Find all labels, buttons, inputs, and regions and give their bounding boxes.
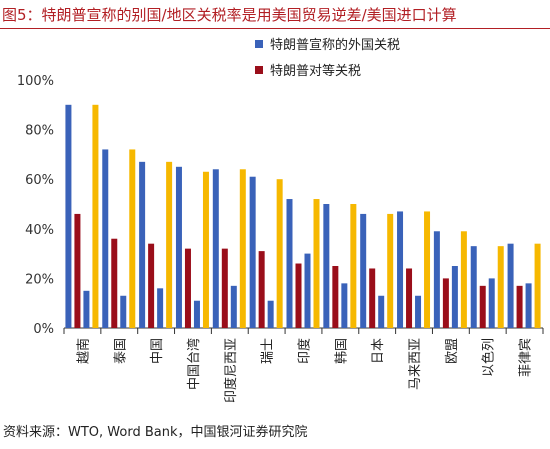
bar <box>488 278 495 328</box>
bar <box>212 169 219 328</box>
bar <box>65 104 72 328</box>
bar <box>148 243 155 328</box>
x-tick-label: 马来西亚 <box>408 338 423 390</box>
x-tick-label: 泰国 <box>113 338 128 364</box>
bar <box>341 283 348 328</box>
x-tick-label: 韩国 <box>334 338 349 364</box>
bar <box>102 149 109 328</box>
y-tick-label: 80% <box>25 124 54 139</box>
x-tick-label: 印度 <box>297 338 313 364</box>
chart-title: 图5：特朗普宣称的别国/地区关税率是用美国贸易逆差/美国进口计算 <box>2 6 457 24</box>
legend-label: 特朗普宣称的外国关税 <box>270 37 400 53</box>
legend-label: 特朗普对等关税 <box>270 63 361 79</box>
title-divider <box>0 28 550 29</box>
bar <box>406 268 413 328</box>
bar <box>525 283 532 328</box>
x-tick-label: 印度尼西亚 <box>223 338 239 403</box>
bar <box>193 300 200 328</box>
bar <box>442 278 449 328</box>
bar <box>433 231 440 328</box>
x-tick-label: 中国台湾 <box>186 338 202 390</box>
bar <box>202 171 209 328</box>
x-tick-label: 欧盟 <box>445 338 460 364</box>
bar <box>497 246 504 328</box>
x-tick-label: 瑞士 <box>261 338 276 364</box>
bar <box>221 248 228 328</box>
bar <box>507 243 514 328</box>
y-tick-label: 20% <box>25 272 54 287</box>
y-axis: 0% 20% 40% 60% 80% 100% <box>17 74 54 337</box>
x-tick-label: 中国 <box>150 338 165 364</box>
bar <box>451 266 458 328</box>
bar <box>157 288 164 328</box>
bar <box>460 231 467 328</box>
y-tick-label: 60% <box>25 173 54 188</box>
bar <box>83 290 90 328</box>
bar <box>92 104 99 328</box>
bar <box>74 213 81 328</box>
y-tick-label: 0% <box>33 322 54 337</box>
bar <box>360 213 367 328</box>
bar <box>286 199 293 328</box>
bar <box>267 300 274 328</box>
x-axis: 越南 泰国 中国 中国台湾 印度尼西亚 瑞士 印度 韩国 日本 马来西亚 欧盟 以色列 菲律宾 <box>63 327 544 403</box>
bar <box>249 176 256 328</box>
bar <box>120 295 127 328</box>
bar-chart: 0% 20% 40% 60% 80% 100% 越南 泰国 中国 中国台湾 印度尼西亚 瑞士 印度 韩国… <box>17 37 544 403</box>
legend-swatch <box>255 40 263 48</box>
bar <box>295 263 302 328</box>
x-tick-label: 以色列 <box>481 338 497 377</box>
bar <box>111 238 118 328</box>
bar <box>313 199 320 328</box>
bar <box>378 295 385 328</box>
bar <box>369 268 376 328</box>
bar <box>175 166 182 328</box>
y-tick-label: 40% <box>25 223 54 238</box>
y-tick-label: 100% <box>17 74 54 89</box>
bar <box>304 253 311 328</box>
bar <box>323 204 330 328</box>
bar <box>139 161 146 328</box>
bar <box>415 295 422 328</box>
bar <box>230 285 237 328</box>
bar <box>258 251 265 328</box>
bar <box>129 149 136 328</box>
bar <box>276 179 283 328</box>
bars <box>65 104 541 328</box>
bar <box>166 161 173 328</box>
bar <box>332 266 339 328</box>
bar <box>424 211 431 328</box>
bar <box>184 248 191 328</box>
bar <box>516 285 523 328</box>
x-tick-label: 越南 <box>75 338 91 364</box>
legend-swatch <box>255 66 263 74</box>
x-tick-label: 日本 <box>371 338 386 364</box>
x-tick-label: 菲律宾 <box>518 338 534 377</box>
bar <box>534 243 541 328</box>
bar <box>387 213 394 328</box>
bar <box>479 285 486 328</box>
bar <box>239 169 246 328</box>
source-note: 资料来源：WTO, Word Bank，中国银河证券研究院 <box>3 425 308 440</box>
bar <box>397 211 404 328</box>
bar <box>470 246 477 328</box>
bar <box>350 204 357 328</box>
